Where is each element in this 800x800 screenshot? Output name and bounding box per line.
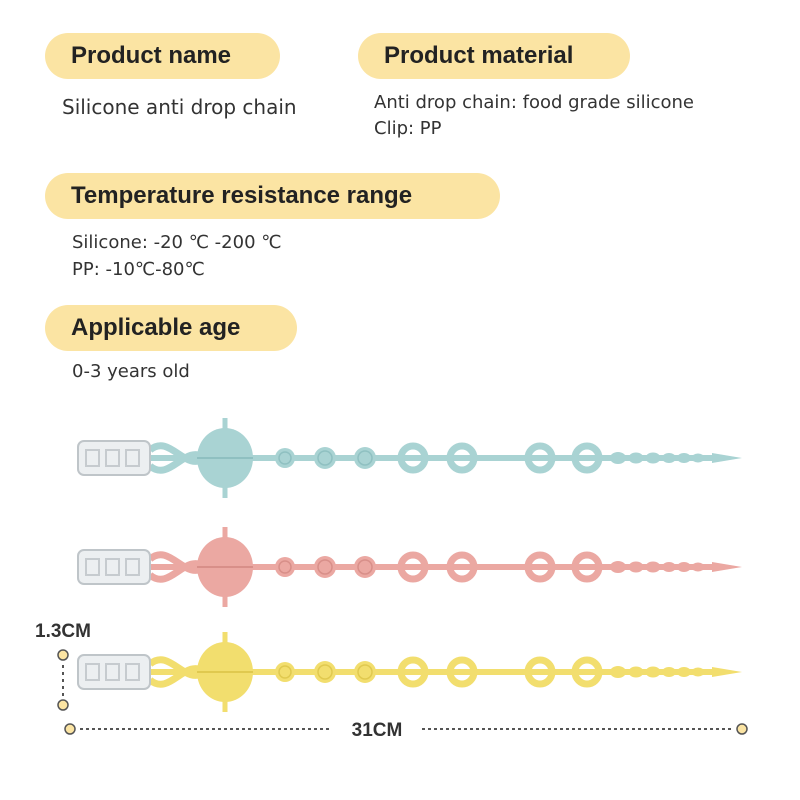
chain-part bbox=[677, 453, 691, 463]
chain-part bbox=[317, 664, 333, 680]
dim-dot bbox=[64, 723, 76, 735]
section-text: Silicone anti drop chain bbox=[62, 95, 297, 119]
chain-part bbox=[357, 664, 373, 680]
chain-part bbox=[314, 447, 336, 469]
chains bbox=[77, 418, 742, 712]
chain-part bbox=[357, 450, 373, 466]
chain-part bbox=[275, 662, 295, 682]
chain-part bbox=[677, 667, 691, 677]
chain-part bbox=[314, 661, 336, 683]
chain-part bbox=[524, 442, 556, 474]
chain-part bbox=[571, 442, 603, 474]
chain-part bbox=[628, 666, 644, 678]
chain-part bbox=[524, 551, 556, 583]
section-text: PP: -10℃-80℃ bbox=[72, 259, 205, 280]
dim-dot bbox=[736, 723, 748, 735]
dim-dot bbox=[57, 649, 69, 661]
chain-part bbox=[275, 557, 295, 577]
chain-part bbox=[662, 667, 676, 677]
chain-part bbox=[446, 551, 478, 583]
section-title: Product material bbox=[358, 33, 630, 79]
chain-part bbox=[571, 551, 603, 583]
chain-part bbox=[125, 663, 140, 681]
section-title: Product name bbox=[45, 33, 280, 79]
chain-part bbox=[712, 453, 742, 463]
section-text: 0-3 years old bbox=[72, 361, 190, 382]
chain-part bbox=[691, 667, 705, 677]
section-text: Silicone: -20 ℃ -200 ℃ bbox=[72, 232, 282, 253]
section-text: Clip: PP bbox=[374, 118, 442, 139]
chain-part bbox=[691, 562, 705, 572]
length-label: 31CM bbox=[352, 720, 403, 741]
section-text: Anti drop chain: food grade silicone bbox=[374, 92, 694, 113]
chain-part bbox=[662, 453, 676, 463]
chain-part bbox=[645, 666, 661, 678]
height-label: 1.3CM bbox=[35, 621, 91, 642]
chain-part bbox=[446, 656, 478, 688]
chain-part bbox=[278, 560, 292, 574]
chain-part bbox=[610, 452, 626, 464]
chain-part bbox=[397, 442, 429, 474]
chain-part bbox=[314, 556, 336, 578]
chain-part bbox=[275, 448, 295, 468]
chain-part bbox=[662, 562, 676, 572]
chain-part bbox=[85, 449, 100, 467]
chain-part bbox=[125, 558, 140, 576]
chain-part bbox=[712, 562, 742, 572]
chain-part bbox=[105, 558, 120, 576]
section-title: Applicable age bbox=[45, 305, 297, 351]
chain-part bbox=[357, 559, 373, 575]
chain-part bbox=[278, 451, 292, 465]
chain-part bbox=[571, 656, 603, 688]
chain-part bbox=[628, 561, 644, 573]
chain-part bbox=[610, 666, 626, 678]
chain-part bbox=[317, 450, 333, 466]
chain-part bbox=[85, 663, 100, 681]
chain-part bbox=[446, 442, 478, 474]
chain-part bbox=[317, 559, 333, 575]
section-title: Temperature resistance range bbox=[45, 173, 500, 219]
chain-part bbox=[397, 656, 429, 688]
chain-part bbox=[628, 452, 644, 464]
chain-part bbox=[397, 551, 429, 583]
chain-part bbox=[691, 453, 705, 463]
chain-part bbox=[278, 665, 292, 679]
chain-part bbox=[125, 449, 140, 467]
chain-part bbox=[105, 663, 120, 681]
chain-part bbox=[354, 556, 376, 578]
chain-part bbox=[354, 661, 376, 683]
chain-part bbox=[677, 562, 691, 572]
chain-part bbox=[105, 449, 120, 467]
chain-part bbox=[610, 561, 626, 573]
chain-part bbox=[712, 667, 742, 677]
dim-dot bbox=[57, 699, 69, 711]
chain-part bbox=[354, 447, 376, 469]
chain-part bbox=[85, 558, 100, 576]
chain-part bbox=[524, 656, 556, 688]
chain-part bbox=[645, 561, 661, 573]
chain-part bbox=[645, 452, 661, 464]
